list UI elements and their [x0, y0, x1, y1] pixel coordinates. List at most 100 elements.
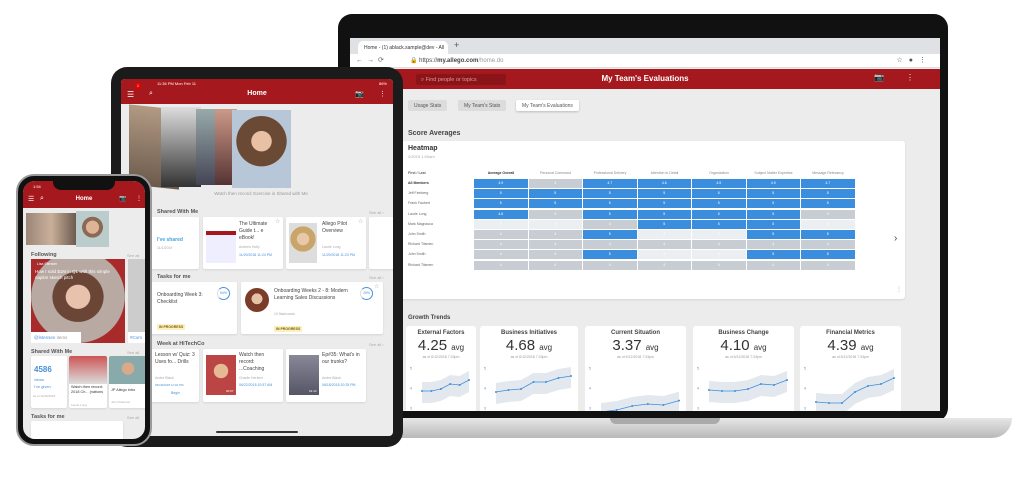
following-see-all-link[interactable]: See all [127, 253, 140, 258]
shared-card[interactable]: Watch then record: 2018 Ch... (nations L… [69, 356, 107, 408]
heatmap-cell[interactable]: 5 [746, 230, 800, 239]
heatmap-cell[interactable]: 4 [528, 209, 582, 219]
heatmap-cell[interactable]: 4.7 [583, 179, 637, 188]
heatmap-cell[interactable]: 4 [637, 240, 691, 250]
heatmap-cell[interactable]: 5 [746, 209, 800, 219]
trend-point[interactable] [557, 377, 560, 379]
hamburger-menu-icon[interactable]: ☰ [28, 196, 35, 203]
shared-card[interactable] [369, 217, 393, 269]
heatmap-cell[interactable]: 5 [746, 219, 800, 229]
tasks-see-all-link[interactable]: See all [127, 415, 140, 420]
new-tab-button[interactable]: + [454, 40, 460, 50]
shared-see-all-link[interactable]: See all [127, 350, 140, 355]
heatmap-cell[interactable]: 5 [746, 250, 800, 260]
carousel-video-thumb[interactable] [215, 109, 237, 185]
heatmap-cell[interactable]: 4 [746, 260, 800, 270]
trend-point[interactable] [495, 391, 497, 393]
shared-card[interactable]: Allego Pilot Overview Laurie Long 11/29/… [286, 217, 366, 269]
heatmap-cell[interactable]: 5 [692, 199, 746, 209]
heatmap-cell[interactable]: 4.9 [474, 179, 528, 188]
heatmap-cell[interactable]: 3 [692, 230, 746, 239]
more-menu-icon[interactable]: ⋮ [906, 73, 914, 82]
trend-point[interactable] [786, 379, 788, 381]
trend-point[interactable] [646, 403, 649, 405]
trend-point[interactable] [828, 402, 830, 404]
heatmap-cell[interactable]: 5 [583, 230, 637, 239]
heatmap-cell[interactable]: 4.6 [474, 209, 528, 219]
trend-card[interactable]: Business Change 4.10 avg as of 6/12/2018… [693, 326, 794, 411]
heatmap-cell[interactable]: 5 [528, 199, 582, 209]
tab-my-teams-stats[interactable]: My Team's Stats [458, 100, 507, 111]
heatmap-cell[interactable]: 5 [801, 189, 855, 199]
heatmap-cell[interactable]: 5 [474, 189, 528, 199]
heatmap-cell[interactable]: 3 [528, 219, 582, 229]
tag-label[interactable]: @lstensen items [31, 332, 81, 343]
trend-point[interactable] [615, 409, 618, 411]
url-field[interactable]: 🔒 https://my.allego.com/home.do [410, 57, 503, 64]
heatmap-cell[interactable]: 4 [692, 260, 746, 270]
heatmap-cell[interactable]: 4.9 [746, 179, 800, 188]
heatmap-cell[interactable]: 5 [637, 189, 691, 199]
trend-point[interactable] [880, 383, 882, 385]
heatmap-cell[interactable]: 4 [528, 250, 582, 260]
card-menu-icon[interactable]: ⋮ [896, 287, 902, 293]
heatmap-cell[interactable]: 5 [801, 230, 855, 239]
heatmap-cell[interactable]: 4 [528, 260, 582, 270]
column-header[interactable]: Organization [709, 171, 729, 175]
column-header[interactable]: Professional Delivery [593, 171, 627, 175]
week-card[interactable]: 01:43 Ep#35: What's in our trunks? Andre… [286, 349, 366, 402]
tag-label[interactable]: #Com [128, 332, 145, 343]
carousel-video-thumb[interactable] [26, 213, 76, 245]
trend-point[interactable] [631, 405, 634, 407]
heatmap-cell[interactable]: 4 [801, 260, 855, 270]
camera-icon[interactable]: 📷 [119, 196, 127, 202]
trend-point[interactable] [458, 384, 461, 386]
camera-icon[interactable]: 📷 [355, 91, 364, 98]
trend-point[interactable] [439, 388, 442, 390]
home-indicator[interactable] [216, 431, 298, 433]
trend-card[interactable]: External Factors 4.25 avg as of 6/12/201… [406, 326, 476, 411]
trend-point[interactable] [815, 401, 817, 403]
name-column-header[interactable]: First / Last [408, 171, 426, 175]
tasks-see-all-link[interactable]: See all › [369, 275, 384, 280]
heatmap-cell[interactable]: 5 [474, 199, 528, 209]
column-header[interactable]: Personal Command [540, 171, 571, 175]
following-video-card[interactable]: #Com [128, 259, 145, 343]
heatmap-cell[interactable]: 5 [801, 250, 855, 260]
trend-point[interactable] [421, 390, 423, 392]
column-header[interactable]: Attention to Detail [650, 171, 679, 175]
heatmap-cell[interactable]: 3 [637, 230, 691, 239]
shared-card[interactable]: JP Allego intro John Paterson [109, 356, 145, 408]
heatmap-cell[interactable]: 4 [474, 230, 528, 239]
trend-point[interactable] [760, 383, 762, 385]
trend-point[interactable] [430, 390, 433, 392]
trend-point[interactable] [507, 389, 510, 391]
trend-point[interactable] [520, 388, 522, 390]
shared-card[interactable]: The Ultimate Guide t... e eBook! Andrew … [203, 217, 283, 269]
begin-link[interactable]: Begin [171, 391, 180, 395]
heatmap-cell[interactable]: 5 [637, 199, 691, 209]
heatmap-cell[interactable]: 5 [583, 250, 637, 260]
heatmap-cell[interactable]: 4 [528, 179, 582, 188]
following-video-card[interactable]: Lisa Stensen How I sold $1M in Q1 with t… [31, 259, 125, 343]
star-icon[interactable]: ☆ [374, 284, 380, 290]
heatmap-cell[interactable]: 4 [692, 240, 746, 250]
star-icon[interactable]: ☆ [275, 219, 281, 225]
heatmap-cell[interactable]: 5 [692, 219, 746, 229]
heatmap-cell[interactable]: 4 [746, 240, 800, 250]
trend-card[interactable]: Financial Metrics 4.39 avg as of 6/12/20… [800, 326, 901, 411]
heatmap-cell[interactable]: 5 [801, 199, 855, 209]
carousel-featured-video[interactable] [76, 211, 109, 247]
trend-point[interactable] [570, 375, 572, 377]
trend-point[interactable] [708, 389, 710, 391]
heatmap-cell[interactable]: 5 [746, 189, 800, 199]
more-menu-icon[interactable]: ⋮ [136, 196, 142, 202]
heatmap-cell[interactable]: 3 [692, 250, 746, 260]
heatmap-cell[interactable]: 4 [801, 240, 855, 250]
heatmap-cell[interactable]: 5 [583, 189, 637, 199]
search-icon[interactable]: ⌕ [149, 90, 153, 97]
heatmap-cell[interactable]: 5 [528, 189, 582, 199]
task-card[interactable] [31, 421, 123, 439]
heatmap-cell[interactable]: 5 [746, 199, 800, 209]
shared-stats-card[interactable]: 4586 views I've given as of 11/25/2018 [31, 356, 67, 408]
